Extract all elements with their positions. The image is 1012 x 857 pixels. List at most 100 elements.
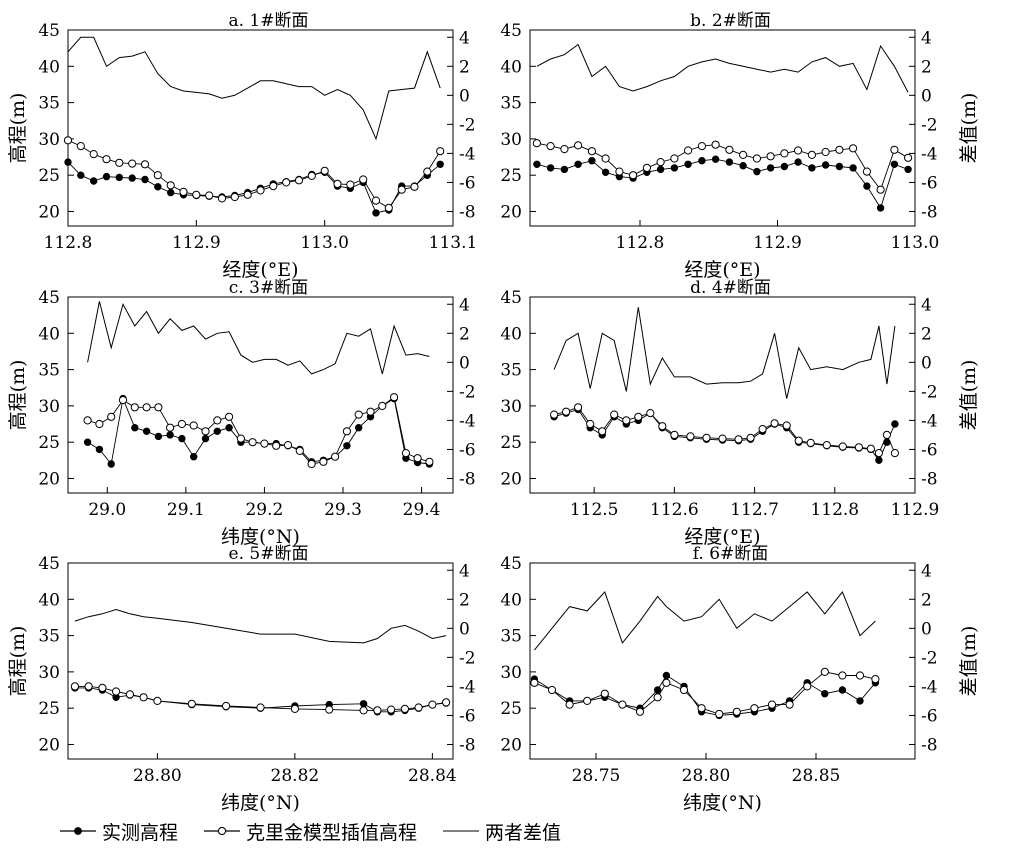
kriging-point [102,155,111,164]
x-tick-label: 29.3 [324,500,362,520]
chart-panel-d: 112.5 112.6 112.7 112.8 112.9202530354045-8-… [500,278,980,548]
series-line-kriging [536,142,909,191]
kriging-point [615,167,624,176]
y2-tick-label: 2 [459,57,470,77]
kriging-point [436,147,445,156]
kriging-point [272,441,281,450]
kriging-point [562,407,571,416]
kriging-point [256,186,265,195]
kriging-point [384,203,393,212]
legend-marker-open [204,826,241,836]
measured-point [838,686,847,694]
panel-title: f. 6#断面 [693,544,769,564]
y-tick-label: 45 [500,288,522,308]
measured-point [142,427,151,435]
y2-tick-label: 2 [921,324,932,344]
y2-tick-label: -2 [459,648,476,668]
y-tick-label: 30 [500,397,522,417]
y-tick-label: 25 [38,166,60,186]
measured-point [821,690,829,698]
measured-point [154,183,162,191]
measured-point [533,160,541,169]
kriging-point [876,185,885,194]
kriging-point [205,191,214,200]
measured-point [213,427,222,435]
kriging-point [307,171,316,180]
measured-point [102,172,111,181]
kriging-point [290,704,299,714]
series-line-kriging [67,139,441,209]
y2-tick-label: 4 [459,295,470,315]
y2-tick-label: -8 [921,202,938,222]
kriging-point [217,194,227,203]
y2-tick-label: 0 [459,86,470,106]
plot-frame [529,562,916,760]
measured-point [890,160,899,169]
y2-tick-label: -6 [921,173,938,193]
y2-axis-label: 差值(m) [958,360,980,431]
x-tick-label: 113.0 [300,233,349,253]
x-tick-label: 112.5 [570,500,619,520]
measured-point [904,165,912,174]
y-axis-label: 高程(m) [7,626,29,697]
x-tick-label: 113.1 [429,233,478,253]
x-axis-label: 纬度(°N) [221,526,300,548]
panel-title: d. 4#断面 [690,278,771,298]
plot-frame [529,296,916,494]
kriging-point [390,393,399,402]
kriging-point [187,699,196,708]
kriging-point [346,180,355,189]
kriging-point [794,146,803,155]
measured-point [115,173,124,182]
kriging-point [410,182,419,191]
kriging-point [684,146,693,155]
legend-item-measured: 实测高程 [60,818,178,845]
kriging-point [838,442,847,451]
y2-tick-label: -6 [921,706,938,726]
kriging-point [835,145,844,154]
y2-tick-label: -4 [459,411,476,431]
kriging-point [294,176,304,185]
x-tick-label: 28.85 [792,766,841,786]
kriging-point [586,419,595,429]
y-tick-label: 45 [500,554,522,574]
measured-point [167,188,175,197]
kriging-point [822,441,831,450]
kriging-point [711,140,720,149]
kriging-point [371,196,381,205]
kriging-point [83,416,92,425]
y2-axis-label: 差值(m) [958,626,980,697]
y-tick-label: 30 [38,663,60,683]
y2-tick-label: 0 [921,86,932,106]
measured-point [875,456,883,464]
measured-point [95,445,104,454]
kriging-point [732,707,741,716]
x-tick-label: 112.9 [753,233,802,253]
kriging-point [750,704,759,713]
kriging-point [598,427,607,436]
measured-point [225,424,233,432]
kriging-point [600,689,609,698]
measured-point [753,167,761,176]
kriging-point [862,167,872,176]
kriging-point [746,433,755,442]
kriging-point [397,185,406,194]
kriging-point [618,700,627,709]
kriging-point [670,430,679,439]
x-tick-label: 113.0 [891,233,940,253]
measured-point [662,671,671,680]
measured-point [77,171,85,179]
measured-point [863,182,871,190]
kriging-point [532,139,542,148]
kriging-point [423,167,432,176]
kriging-point [821,147,830,157]
measured-point [739,162,747,170]
kriging-point [142,403,151,412]
kriging-point [679,685,689,695]
measured-point [849,164,857,172]
y-tick-label: 35 [500,627,522,647]
measured-point [656,165,665,174]
y-tick-label: 40 [38,57,60,77]
y2-tick-label: 4 [459,561,470,581]
kriging-point [425,457,434,466]
